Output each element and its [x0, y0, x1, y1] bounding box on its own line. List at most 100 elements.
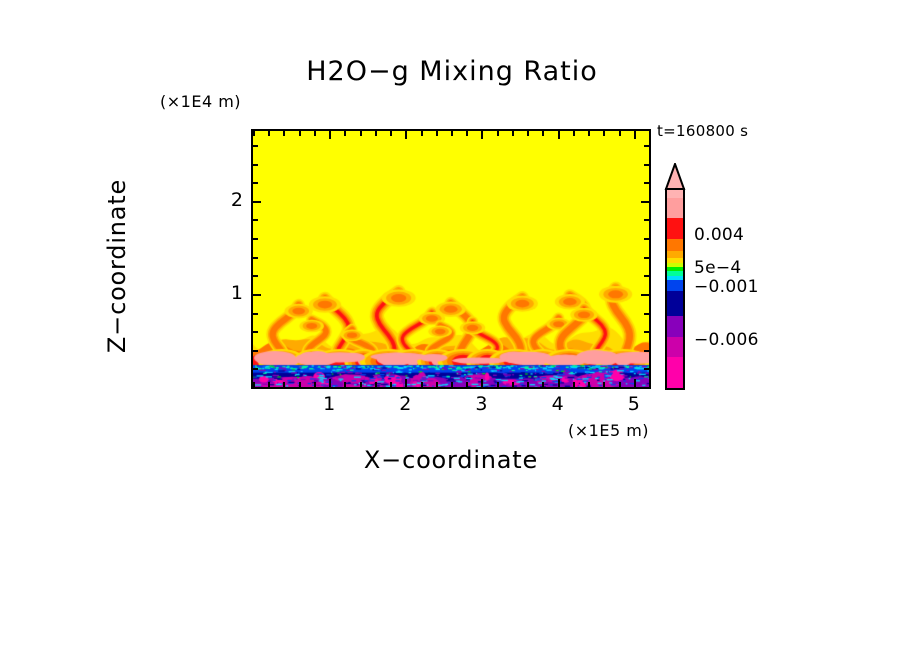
x-tick	[572, 382, 575, 387]
colorbar-band	[667, 190, 683, 198]
x-tick-top	[603, 131, 606, 136]
x-tick	[557, 379, 560, 387]
x-tick	[253, 382, 255, 387]
x-tick	[633, 379, 636, 387]
x-tick-top	[511, 131, 514, 136]
x-tick-top	[633, 131, 636, 139]
y-tick-right	[644, 275, 649, 278]
x-tick-top	[344, 131, 347, 136]
y-tick-label: 2	[230, 188, 243, 211]
y-tick-right	[644, 387, 649, 389]
colorbar	[665, 188, 685, 390]
y-tick-right	[644, 144, 649, 147]
y-tick	[253, 238, 258, 241]
x-tick-label: 1	[323, 393, 336, 415]
x-tick-top	[588, 131, 591, 136]
field-heatmap	[253, 131, 649, 387]
x-tick-top	[451, 131, 453, 136]
x-axis-unit-label: (×1E5 m)	[568, 421, 650, 440]
colorbar-tick-label: −0.006	[694, 330, 759, 350]
colorbar-band	[667, 250, 683, 259]
y-tick-right	[644, 312, 649, 315]
x-tick-top	[435, 131, 438, 136]
colorbar-band	[667, 335, 683, 358]
x-tick	[298, 382, 301, 387]
x-tick	[405, 379, 408, 387]
y-axis-title: Z−coordinate	[103, 178, 131, 354]
y-axis-unit-label: (×1E4 m)	[160, 92, 242, 111]
y-tick	[253, 219, 258, 222]
colorbar-band	[667, 196, 683, 219]
x-tick-top	[359, 131, 362, 136]
x-tick	[435, 382, 438, 387]
x-tick	[420, 382, 423, 387]
y-tick-right	[644, 238, 649, 241]
x-tick-top	[253, 131, 255, 136]
y-tick-right	[644, 163, 649, 166]
x-tick-label: 2	[399, 393, 412, 415]
x-tick-top	[618, 131, 621, 136]
y-tick	[253, 275, 258, 278]
colorbar-arrow-icon	[664, 163, 686, 190]
x-tick-top	[298, 131, 301, 136]
y-tick-right	[641, 293, 649, 296]
x-tick-top	[542, 131, 545, 136]
x-tick-top	[496, 131, 499, 136]
y-tick-right	[644, 219, 649, 222]
x-tick-top	[390, 131, 393, 136]
colorbar-band	[667, 217, 683, 240]
x-tick	[527, 382, 530, 387]
colorbar-band	[667, 238, 683, 252]
colorbar-band	[667, 266, 683, 272]
colorbar-band	[667, 275, 683, 281]
page-title: H2O−g Mixing Ratio	[306, 56, 598, 87]
y-tick	[253, 312, 258, 315]
colorbar-band	[667, 290, 683, 316]
y-tick-right	[644, 349, 649, 352]
y-tick-label: 1	[230, 281, 243, 304]
x-tick	[496, 382, 499, 387]
y-tick	[253, 256, 258, 259]
heatmap-plot-area	[253, 131, 649, 387]
x-tick	[344, 382, 347, 387]
x-tick	[603, 382, 606, 387]
y-tick	[253, 163, 258, 166]
x-tick	[329, 379, 332, 387]
x-tick-top	[283, 131, 286, 136]
x-tick	[511, 382, 514, 387]
x-tick	[390, 382, 393, 387]
y-tick-right	[641, 200, 649, 203]
x-axis-title: X−coordinate	[363, 446, 539, 474]
y-tick	[253, 293, 261, 296]
colorbar-tick-label: −0.001	[694, 277, 759, 297]
x-tick-top	[466, 131, 469, 136]
y-tick-right	[644, 182, 649, 185]
time-annotation: t=160800 s	[657, 122, 749, 140]
x-tick-top	[527, 131, 530, 136]
x-tick-top	[649, 131, 651, 136]
x-tick	[542, 382, 545, 387]
x-tick	[588, 382, 591, 387]
colorbar-tick-label: 0.004	[694, 225, 745, 245]
y-tick	[253, 144, 258, 147]
y-tick-right	[644, 368, 649, 371]
y-tick	[253, 387, 258, 389]
x-tick-top	[374, 131, 377, 136]
y-tick	[253, 200, 261, 203]
x-tick-label: 4	[551, 393, 564, 415]
y-tick	[253, 349, 258, 352]
x-tick-top	[313, 131, 316, 136]
x-tick	[451, 382, 453, 387]
x-tick	[283, 382, 286, 387]
y-tick-right	[644, 331, 649, 334]
colorbar-band	[667, 257, 683, 263]
y-tick-right	[644, 256, 649, 259]
x-tick-top	[329, 131, 332, 139]
x-tick-label: 5	[627, 393, 640, 415]
colorbar-band	[667, 315, 683, 337]
x-tick-top	[420, 131, 423, 136]
x-tick	[268, 382, 271, 387]
colorbar-band	[667, 262, 683, 268]
x-tick-top	[405, 131, 408, 139]
x-tick-label: 3	[475, 393, 488, 415]
